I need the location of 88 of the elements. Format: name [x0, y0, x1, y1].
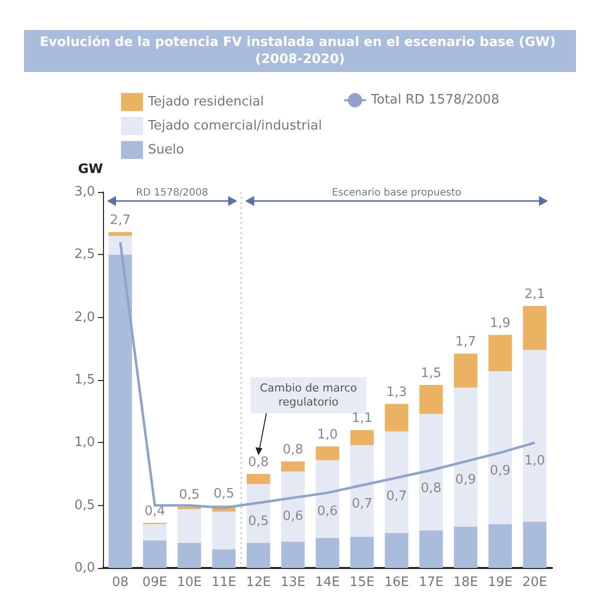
data-label: 0,8 [420, 481, 442, 496]
bar [281, 542, 305, 568]
total-label: 0,4 [144, 504, 166, 519]
data-label: 1,0 [524, 454, 546, 469]
total-label: 1,1 [352, 411, 372, 426]
bar [108, 232, 132, 236]
x-tick-label: 14E [315, 575, 340, 590]
bar [454, 388, 478, 527]
total-label: 1,3 [386, 384, 407, 400]
y-tick-label: 2,5 [74, 247, 95, 262]
bar [350, 430, 374, 446]
x-tick-label: 11E [212, 575, 236, 590]
bar [384, 532, 408, 568]
total-label: 1,7 [455, 334, 476, 350]
bar [246, 474, 270, 484]
y-tick-label: 1,5 [74, 372, 95, 388]
bar [281, 461, 305, 472]
data-label: 0,9 [455, 472, 476, 488]
x-tick-label: 16E [384, 575, 409, 590]
annotation: RD 1578/2008 [136, 188, 208, 198]
total-label: 0,8 [248, 455, 269, 470]
y-tick-label: 0,0 [74, 560, 95, 576]
bar [108, 254, 132, 568]
bar [419, 414, 443, 530]
y-tick-label: 0,5 [74, 498, 95, 513]
bar [246, 542, 270, 568]
bar [178, 509, 202, 543]
bar [143, 540, 167, 568]
data-label: 0,7 [352, 496, 372, 512]
legend-label: Total RD 1578/2008 [370, 92, 500, 108]
bar [178, 542, 202, 568]
data-label: 0,6 [317, 504, 338, 519]
bar [350, 536, 374, 568]
y-tick-label: 3,0 [74, 184, 95, 200]
annotation: Escenario base propuesto [332, 188, 462, 198]
x-tick-label: 17E [418, 575, 444, 590]
bar [246, 484, 270, 543]
bar [454, 354, 478, 388]
x-tick-label: 09E [142, 575, 168, 590]
bar [419, 530, 443, 568]
bar [178, 506, 202, 510]
bar [281, 471, 305, 542]
total-label: 2,1 [524, 287, 546, 302]
x-tick-label: 20E [522, 575, 548, 590]
data-label: 0,7 [386, 488, 407, 504]
legend-label: Tejado comercial/industrial [147, 118, 322, 134]
bar [316, 460, 340, 538]
data-label: 0,5 [248, 514, 269, 529]
bar [212, 549, 236, 568]
bar [108, 236, 132, 255]
annotation: Cambio de marco regulatorio [260, 382, 358, 409]
legend-label: Tejado residencial [147, 94, 264, 110]
bar [522, 350, 546, 522]
x-tick-label: 18E [453, 575, 478, 590]
bar [488, 371, 512, 524]
total-label: 0,8 [282, 442, 304, 458]
bar [316, 446, 340, 460]
data-label: 0,6 [282, 508, 304, 524]
bar [384, 431, 408, 533]
bar [522, 306, 546, 350]
bar [384, 404, 408, 432]
x-tick-label: 10E [176, 575, 202, 590]
y-tick-label: 2,0 [74, 310, 95, 325]
bar [488, 334, 512, 372]
x-tick-label: 19E [488, 575, 513, 590]
bar [488, 524, 512, 568]
bar [143, 524, 167, 540]
bar [350, 445, 374, 537]
total-label: 0,5 [214, 486, 234, 502]
x-tick-label: 15E [350, 575, 374, 590]
total-label: 1,5 [420, 366, 442, 382]
chart-title: Evolución de la potencia FV instalada anual en el escenario base (GW) (2008-2020) [40, 35, 560, 67]
bar [212, 512, 236, 550]
total-label: 2,7 [110, 213, 131, 228]
total-label: 0,5 [179, 488, 200, 503]
legend-label: Suelo [148, 142, 184, 158]
x-tick-label: 13E [280, 575, 306, 590]
x-tick-label: 12E [246, 575, 271, 590]
total-label: 1,9 [490, 316, 511, 331]
x-tick-label: 08 [112, 575, 129, 590]
bar [454, 526, 478, 568]
data-label: 0,9 [490, 464, 511, 479]
total-label: 1,0 [317, 427, 338, 442]
y-axis-title: GW [78, 162, 103, 177]
bar [419, 385, 443, 414]
bar [522, 522, 546, 568]
bar [316, 538, 340, 568]
y-tick-label: 1,0 [74, 435, 95, 450]
